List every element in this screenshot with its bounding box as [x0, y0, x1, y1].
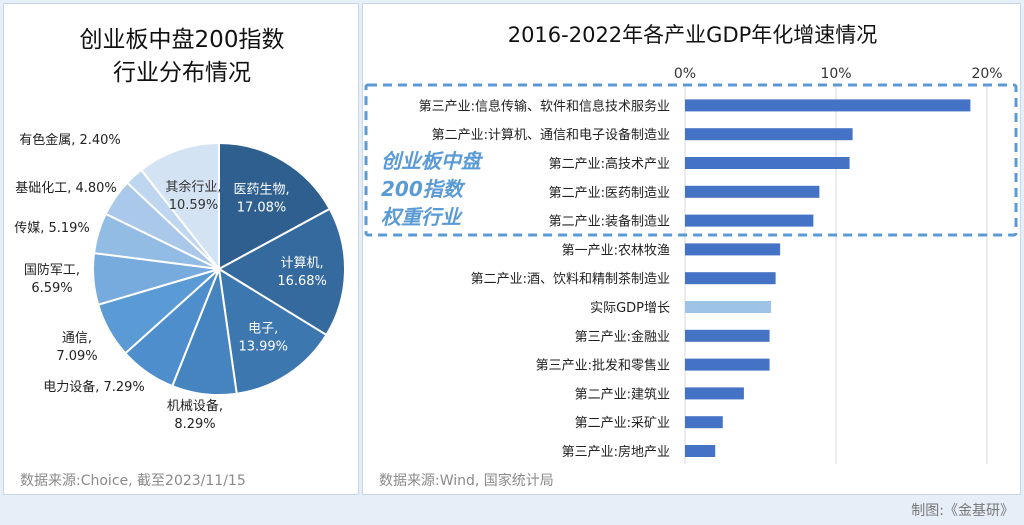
callout-text-line: 权重行业 [381, 205, 463, 229]
pie-data-source: 数据来源:Choice, 截至2023/11/15 [20, 473, 246, 489]
bar-5 [685, 214, 814, 227]
x-tick-label: 20% [971, 66, 1002, 82]
bar-9 [685, 329, 770, 342]
pie-title-line2: 行业分布情况 [113, 60, 251, 86]
pie-label: 有色金属, 2.40% [19, 132, 121, 148]
bar-chart-title: 2016-2022年各产业GDP年化增速情况 [507, 23, 878, 47]
pie-label-value: 17.08% [237, 201, 287, 216]
bar-chart-panel: 2016-2022年各产业GDP年化增速情况 0% 10% 20% 第三产业:信息传输… [362, 3, 1021, 495]
y-category-label: 第三产业:金融业 [575, 329, 670, 345]
pie-slice-11 [139, 141, 220, 272]
pie-label-name: 国防军工, [24, 262, 80, 278]
bar-2 [685, 128, 853, 141]
pie-label-name: 其余行业, [165, 179, 221, 195]
y-category-label: 第二产业:高技术产业 [549, 156, 670, 172]
y-category-label: 第三产业:批发和零售业 [536, 358, 670, 374]
bar-3 [685, 157, 850, 169]
pie-label-name: 机械设备, [167, 398, 223, 414]
bar-1 [685, 99, 971, 112]
pie-label: 传媒, 5.19% [14, 221, 90, 236]
pie-label-name: 电子, [248, 321, 278, 336]
x-tick-label: 0% [674, 66, 696, 82]
y-category-label: 第三产业:信息传输、软件和信息技术服务业 [419, 98, 670, 114]
pie-label: 基础化工, 4.80% [15, 181, 117, 196]
y-category-label: 第二产业:酒、饮料和精制茶制造业 [471, 271, 670, 287]
pie-chart: 医药生物, 17.08% 计算机, 16.68% 电子, 13.99% 机械设备, 8.29%… [14, 132, 346, 432]
x-tick-label: 10% [820, 66, 851, 82]
bar-10 [685, 358, 770, 371]
y-category-label: 第二产业:采矿业 [575, 416, 670, 431]
pie-label-name: 计算机, [281, 256, 324, 271]
pie-slice-1 [218, 141, 332, 271]
callout-box [364, 83, 1018, 237]
pie-label-value: 7.09% [56, 349, 97, 364]
y-category-label: 实际GDP增长 [590, 301, 670, 316]
callout-text-line: 200指数 [381, 177, 466, 201]
pie-title-line1: 创业板中盘200指数 [79, 27, 285, 53]
bar-7 [685, 272, 776, 285]
y-category-label: 第二产业:建筑业 [575, 386, 670, 402]
pie-chart-panel: 创业板中盘200指数 行业分布情况 医药生物, 17.08% 计算机, 16.68% 电… [3, 3, 359, 495]
bar-chart: 0% 10% 20% 第三产业:信息传输、软件和信息技术服务业第二产业:计算机、通信和… [364, 66, 1018, 464]
callout-text-line: 创业板中盘 [381, 149, 484, 173]
pie-chart-title: 创业板中盘200指数 行业分布情况 [4, 24, 360, 90]
pie-label-name: 医药生物, [233, 183, 289, 198]
pie-slice-2 [217, 207, 346, 337]
y-category-label: 第一产业:农林牧渔 [562, 243, 670, 258]
y-category-label: 第二产业:医药制造业 [549, 186, 670, 201]
y-category-label: 第二产业:计算机、通信和电子设备制造业 [432, 127, 670, 143]
y-category-label: 第三产业:房地产业 [562, 444, 670, 460]
pie-label-name: 通信, [62, 331, 92, 346]
pie-label-value: 13.99% [238, 339, 288, 354]
bar-8 [685, 301, 772, 313]
pie-label-value: 10.59% [169, 198, 219, 213]
pie-label: 电力设备, 7.29% [43, 379, 145, 395]
bar-13 [685, 445, 716, 457]
bar-data-source: 数据来源:Wind, 国家统计局 [379, 473, 554, 489]
chart-credit: 制图:《金基研》 [911, 503, 1014, 519]
pie-label-value: 16.68% [277, 274, 327, 289]
bar-4 [685, 185, 820, 198]
bar-11 [685, 387, 744, 400]
pie-slice-3 [217, 267, 328, 395]
bar-6 [685, 243, 781, 256]
bar-12 [685, 416, 723, 429]
pie-label-value: 8.29% [174, 417, 215, 432]
pie-label-value: 6.59% [31, 281, 72, 296]
y-category-label: 第二产业:装备制造业 [549, 214, 670, 230]
